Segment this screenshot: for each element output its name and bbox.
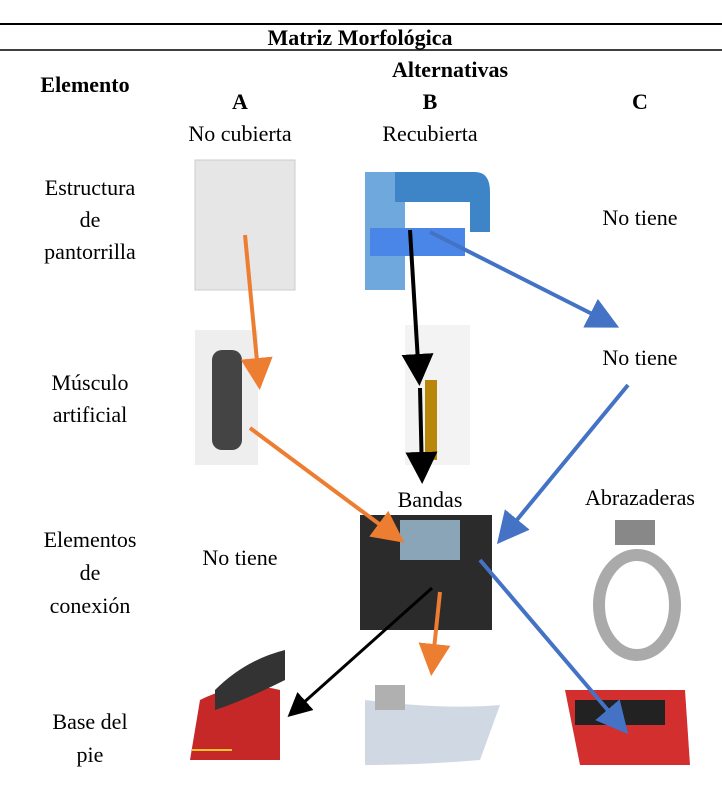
row-label: conexión (49, 593, 131, 618)
row-label: Base del (52, 709, 128, 734)
row-label: de (79, 560, 101, 585)
row-label: de (79, 207, 101, 232)
row-label: pie (76, 742, 104, 767)
column-letter: A (232, 89, 248, 114)
row-label: pantorrilla (44, 239, 136, 264)
column-name: No cubierta (188, 121, 292, 146)
alternatives-header: Alternativas (391, 57, 509, 82)
title: Matriz Morfológica (267, 25, 453, 50)
row-label: Estructura (44, 175, 136, 200)
cell-text: No tiene (602, 205, 678, 230)
cell-text: No tiene (202, 545, 278, 570)
row-label: Elementos (43, 527, 137, 552)
row-label: artificial (52, 402, 128, 427)
column-letter: B (422, 89, 438, 114)
cell-text: No tiene (602, 345, 678, 370)
column-name: Recubierta (382, 121, 478, 146)
row-label: Músculo (51, 370, 129, 395)
column-letter: C (632, 89, 648, 114)
element-header: Elemento (40, 72, 130, 97)
cell-text: Abrazaderas (585, 485, 695, 510)
cell-text: Bandas (397, 487, 463, 512)
